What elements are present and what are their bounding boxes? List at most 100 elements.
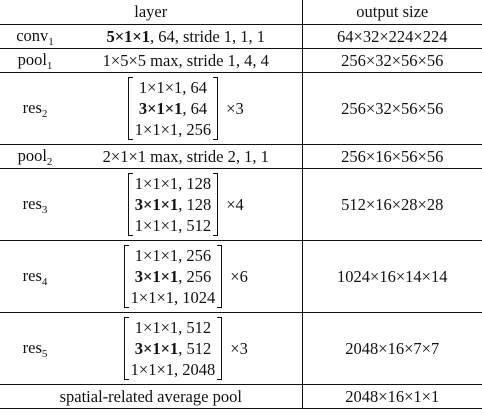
layer-spec: 5×1×1, 64, stride 1, 1, 1 xyxy=(70,24,303,49)
table-row: res2 1×1×1, 64 3×1×1, 64 1×1×1, 256 ×3 256×32… xyxy=(0,72,482,145)
block-conv-line: 3×1×1, 512 xyxy=(131,338,216,359)
layer-name-text: res xyxy=(22,193,42,213)
conv-channels-text: , 128 xyxy=(178,195,212,214)
conv-kernel-text: 1×1×1, 256 xyxy=(134,246,212,265)
layer-spec-rest: 2×1×1 max, stride 2, 1, 1 xyxy=(102,146,269,166)
residual-block: 1×1×1, 256 3×1×1, 256 1×1×1, 1024 ×6 xyxy=(123,245,248,308)
block-repeat-count: ×6 xyxy=(230,266,248,286)
output-size-text: 64×32×224×224 xyxy=(337,26,448,46)
conv-channels-text: , 512 xyxy=(178,339,212,358)
conv-kernel-text: 1×1×1, 2048 xyxy=(130,360,216,379)
layer-spec-text: 5×1×1, 64, stride 1, 1, 1 xyxy=(106,27,265,46)
block-conv-line: 1×1×1, 256 xyxy=(135,119,211,140)
conv-kernel-text: 3×1×1 xyxy=(134,267,179,286)
layer-name-text: pool xyxy=(17,49,47,69)
block-conv-line: 1×1×1, 64 xyxy=(135,77,211,98)
layer-name: res4 xyxy=(0,240,70,313)
conv-kernel-text: 3×1×1 xyxy=(134,339,179,358)
layer-name: conv1 xyxy=(0,24,70,49)
layer-spec-bold: 5×1×1 xyxy=(106,26,151,46)
layer-name-subscript: 3 xyxy=(41,203,48,216)
layer-spec-rest: , 64, stride 1, 1, 1 xyxy=(150,26,266,46)
output-size: 1024×16×14×14 xyxy=(302,240,482,313)
output-size-text: 256×32×56×56 xyxy=(341,98,444,118)
conv-channels-text: , 64 xyxy=(182,99,208,118)
layer-spec: 1×1×1, 128 3×1×1, 128 1×1×1, 512 ×4 xyxy=(70,168,303,241)
output-size: 256×16×56×56 xyxy=(302,144,482,169)
output-size-text: 1024×16×14×14 xyxy=(337,266,448,286)
footer-output-text: 2048×16×1×1 xyxy=(345,386,440,406)
output-size: 64×32×224×224 xyxy=(302,24,482,49)
table-row: pool1 1×5×5 max, stride 1, 4, 4 256×32×56×… xyxy=(0,48,482,73)
output-size-text: 2048×16×7×7 xyxy=(345,338,440,358)
conv-kernel-text: 1×1×1, 64 xyxy=(138,78,208,97)
footer-row: spatial-related average pool 2048×16×1×1 xyxy=(0,384,482,409)
layer-spec: 1×1×1, 64 3×1×1, 64 1×1×1, 256 ×3 xyxy=(70,72,303,145)
block-repeat-count: ×3 xyxy=(230,338,248,358)
layer-spec-text: 1×5×5 max, stride 1, 4, 4 xyxy=(103,51,269,70)
block-bracket: 1×1×1, 512 3×1×1, 512 1×1×1, 2048 xyxy=(123,317,223,380)
residual-block: 1×1×1, 64 3×1×1, 64 1×1×1, 256 ×3 xyxy=(127,77,244,140)
layer-name-subscript: 2 xyxy=(41,107,48,120)
output-size: 256×32×56×56 xyxy=(302,72,482,145)
layer-name-subscript: 2 xyxy=(46,155,53,168)
layer-name-text: conv xyxy=(16,25,49,45)
layer-name-text: res xyxy=(22,97,42,117)
conv-kernel-text: 3×1×1 xyxy=(134,195,179,214)
footer-label-text: spatial-related average pool xyxy=(59,386,242,406)
block-bracket: 1×1×1, 256 3×1×1, 256 1×1×1, 1024 xyxy=(123,245,223,308)
layer-spec-rest: 1×5×5 max, stride 1, 4, 4 xyxy=(102,50,269,70)
block-repeat-count: ×4 xyxy=(226,194,244,214)
conv-kernel-text: 1×1×1, 128 xyxy=(134,174,212,193)
residual-block: 1×1×1, 128 3×1×1, 128 1×1×1, 512 ×4 xyxy=(127,173,244,236)
conv-kernel-text: 1×1×1, 256 xyxy=(134,120,212,139)
block-conv-line: 1×1×1, 2048 xyxy=(131,359,216,380)
conv-kernel-text: 1×1×1, 1024 xyxy=(130,288,216,307)
table-row: conv1 5×1×1, 64, stride 1, 1, 1 64×32×224×… xyxy=(0,24,482,49)
layer-name-text: pool xyxy=(17,145,47,165)
block-conv-line: 1×1×1, 256 xyxy=(131,245,216,266)
layer-name-text: res xyxy=(22,337,42,357)
layer-spec: 1×1×1, 512 3×1×1, 512 1×1×1, 2048 ×3 xyxy=(70,312,303,385)
block-conv-line: 3×1×1, 256 xyxy=(131,266,216,287)
output-size: 256×32×56×56 xyxy=(302,48,482,73)
layer-name-subscript: 1 xyxy=(46,59,53,72)
layer-name: res2 xyxy=(0,72,70,145)
output-size-text: 256×32×56×56 xyxy=(341,50,444,70)
output-size-text: 512×16×28×28 xyxy=(341,194,444,214)
output-size: 2048×16×7×7 xyxy=(302,312,482,385)
output-size: 512×16×28×28 xyxy=(302,168,482,241)
layer-name-subscript: 4 xyxy=(41,275,48,288)
header-row: layer output size xyxy=(0,0,482,25)
layer-spec: 2×1×1 max, stride 2, 1, 1 xyxy=(70,144,303,169)
layer-name: res3 xyxy=(0,168,70,241)
header-output-size: output size xyxy=(356,2,429,21)
block-bracket: 1×1×1, 64 3×1×1, 64 1×1×1, 256 xyxy=(127,77,219,140)
table-row: res4 1×1×1, 256 3×1×1, 256 1×1×1, 1024 ×6 102… xyxy=(0,240,482,313)
layer-spec-text: 2×1×1 max, stride 2, 1, 1 xyxy=(103,147,269,166)
table-row: pool2 2×1×1 max, stride 2, 1, 1 256×16×56×… xyxy=(0,144,482,169)
footer-label: spatial-related average pool xyxy=(0,384,303,409)
block-repeat-count: ×3 xyxy=(226,98,244,118)
layer-name-subscript: 5 xyxy=(41,347,48,360)
layer-name: pool1 xyxy=(0,48,70,73)
block-conv-line: 1×1×1, 512 xyxy=(135,215,212,236)
block-conv-line: 1×1×1, 128 xyxy=(135,173,212,194)
conv-kernel-text: 3×1×1 xyxy=(138,99,183,118)
block-conv-line: 3×1×1, 128 xyxy=(135,194,212,215)
table-row: res3 1×1×1, 128 3×1×1, 128 1×1×1, 512 ×4 512×… xyxy=(0,168,482,241)
residual-block: 1×1×1, 512 3×1×1, 512 1×1×1, 2048 ×3 xyxy=(123,317,248,380)
layer-name-text: res xyxy=(22,265,42,285)
layer-spec: 1×5×5 max, stride 1, 4, 4 xyxy=(70,48,303,73)
table-row: res5 1×1×1, 512 3×1×1, 512 1×1×1, 2048 ×3 204… xyxy=(0,312,482,385)
layer-name-subscript: 1 xyxy=(48,35,54,48)
conv-kernel-text: 1×1×1, 512 xyxy=(134,216,212,235)
conv-channels-text: , 256 xyxy=(178,267,212,286)
layer-name: res5 xyxy=(0,312,70,385)
block-bracket: 1×1×1, 128 3×1×1, 128 1×1×1, 512 xyxy=(127,173,219,236)
footer-output: 2048×16×1×1 xyxy=(302,384,482,409)
block-conv-line: 3×1×1, 64 xyxy=(135,98,211,119)
conv-kernel-text: 1×1×1, 512 xyxy=(134,318,212,337)
header-layer: layer xyxy=(0,0,303,25)
